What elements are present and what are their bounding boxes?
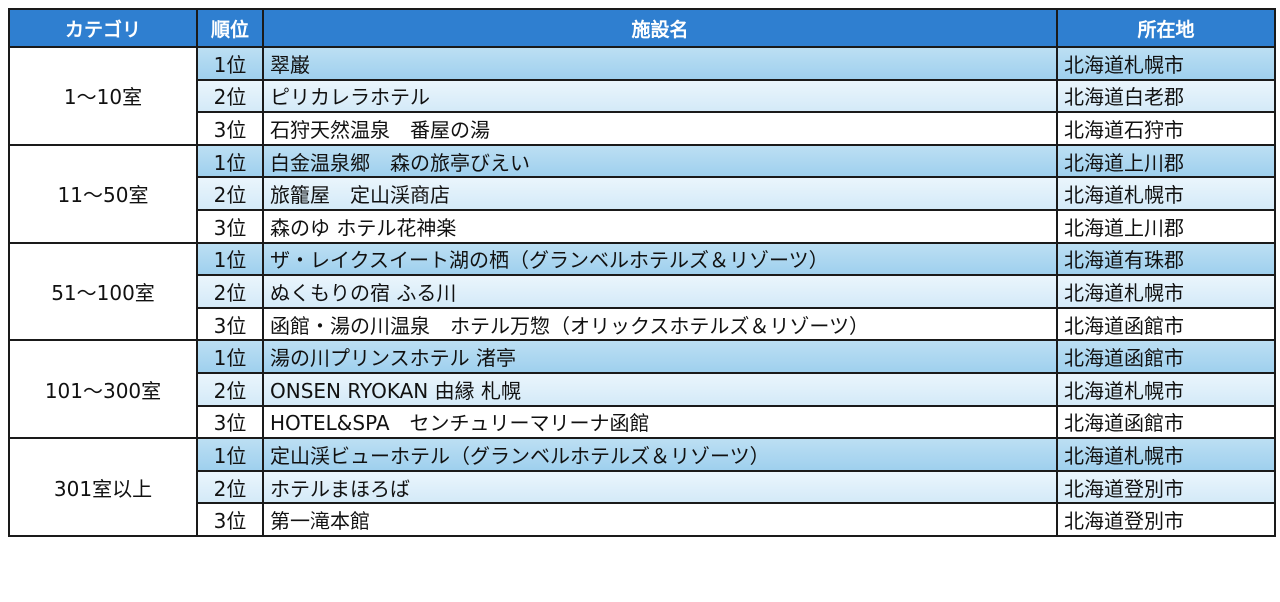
rank-cell: 1位 bbox=[196, 241, 264, 277]
category-cell: 51～100室 bbox=[8, 241, 198, 342]
facility-cell: 森のゆ ホテル花神楽 bbox=[262, 208, 1058, 244]
rank-cell: 2位 bbox=[196, 469, 264, 505]
rank-cell: 1位 bbox=[196, 143, 264, 179]
table-row: 301室以上 1位 定山渓ビューホテル（グランベルホテルズ＆リゾーツ） 北海道札… bbox=[8, 437, 1276, 537]
rank-cell: 2位 bbox=[196, 78, 264, 114]
facility-cell: 翠巌 bbox=[262, 46, 1058, 81]
facility-cell: 湯の川プリンスホテル 渚亭 bbox=[262, 339, 1058, 374]
facility-cell: ぬくもりの宿 ふる川 bbox=[262, 274, 1058, 309]
facility-cell: ホテルまほろば bbox=[262, 469, 1058, 505]
facility-cell: ピリカレラホテル bbox=[262, 78, 1058, 114]
table-row: 2位 ホテルまほろば 北海道登別市 bbox=[9, 469, 1276, 505]
location-cell: 北海道有珠郡 bbox=[1056, 241, 1276, 277]
header-facility: 施設名 bbox=[262, 8, 1058, 48]
location-cell: 北海道札幌市 bbox=[1056, 437, 1276, 472]
rank-cell: 3位 bbox=[196, 306, 264, 342]
facility-cell: 第一滝本館 bbox=[262, 502, 1058, 537]
location-cell: 北海道札幌市 bbox=[1056, 371, 1276, 407]
header-category: カテゴリ bbox=[8, 8, 198, 48]
table-row: 2位 旅籠屋 定山渓商店 北海道札幌市 bbox=[9, 176, 1276, 211]
location-cell: 北海道函館市 bbox=[1056, 339, 1276, 374]
table-row: 51～100室 1位 ザ・レイクスイート湖の栖（グランベルホテルズ＆リゾーツ） … bbox=[8, 241, 1276, 342]
table-row: 3位 森のゆ ホテル花神楽 北海道上川郡 bbox=[9, 208, 1276, 244]
location-cell: 北海道函館市 bbox=[1056, 306, 1276, 342]
header-rank: 順位 bbox=[196, 8, 264, 48]
category-cell: 101～300室 bbox=[8, 339, 198, 440]
location-cell: 北海道登別市 bbox=[1056, 469, 1276, 505]
location-cell: 北海道函館市 bbox=[1056, 404, 1276, 440]
rank-cell: 3位 bbox=[196, 111, 264, 146]
table-row: 2位 ONSEN RYOKAN 由縁 札幌 北海道札幌市 bbox=[9, 371, 1276, 407]
location-cell: 北海道上川郡 bbox=[1056, 143, 1276, 179]
location-cell: 北海道白老郡 bbox=[1056, 78, 1276, 114]
facility-cell: HOTEL&SPA センチュリーマリーナ函館 bbox=[262, 404, 1058, 440]
table-row: 3位 HOTEL&SPA センチュリーマリーナ函館 北海道函館市 bbox=[9, 404, 1276, 440]
ranking-table-container: カテゴリ 順位 施設名 所在地 1～10室 1位 翠巌 北海道札幌市 2位 ピリ… bbox=[8, 8, 1276, 537]
facility-cell: ザ・レイクスイート湖の栖（グランベルホテルズ＆リゾーツ） bbox=[262, 241, 1058, 277]
table-row: 2位 ピリカレラホテル 北海道白老郡 bbox=[9, 78, 1276, 114]
table-row: 3位 石狩天然温泉 番屋の湯 北海道石狩市 bbox=[9, 111, 1276, 146]
facility-cell: 函館・湯の川温泉 ホテル万惣（オリックスホテルズ＆リゾーツ） bbox=[262, 306, 1058, 342]
location-cell: 北海道登別市 bbox=[1056, 502, 1276, 537]
rank-cell: 1位 bbox=[196, 437, 264, 472]
category-cell: 301室以上 bbox=[8, 437, 198, 537]
rank-cell: 1位 bbox=[196, 339, 264, 374]
rank-cell: 3位 bbox=[196, 208, 264, 244]
facility-cell: ONSEN RYOKAN 由縁 札幌 bbox=[262, 371, 1058, 407]
header-row: カテゴリ 順位 施設名 所在地 bbox=[8, 8, 1276, 48]
facility-cell: 定山渓ビューホテル（グランベルホテルズ＆リゾーツ） bbox=[262, 437, 1058, 472]
rank-cell: 3位 bbox=[196, 502, 264, 537]
rank-cell: 3位 bbox=[196, 404, 264, 440]
ranking-table: カテゴリ 順位 施設名 所在地 1～10室 1位 翠巌 北海道札幌市 2位 ピリ… bbox=[8, 8, 1276, 537]
facility-cell: 白金温泉郷 森の旅亭びえい bbox=[262, 143, 1058, 179]
location-cell: 北海道札幌市 bbox=[1056, 176, 1276, 211]
facility-cell: 石狩天然温泉 番屋の湯 bbox=[262, 111, 1058, 146]
location-cell: 北海道札幌市 bbox=[1056, 46, 1276, 81]
location-cell: 北海道石狩市 bbox=[1056, 111, 1276, 146]
location-cell: 北海道札幌市 bbox=[1056, 274, 1276, 309]
table-row: 3位 函館・湯の川温泉 ホテル万惣（オリックスホテルズ＆リゾーツ） 北海道函館市 bbox=[9, 306, 1276, 342]
table-row: 3位 第一滝本館 北海道登別市 bbox=[9, 502, 1276, 537]
rank-cell: 2位 bbox=[196, 371, 264, 407]
category-cell: 1～10室 bbox=[8, 46, 198, 146]
facility-cell: 旅籠屋 定山渓商店 bbox=[262, 176, 1058, 211]
category-cell: 11～50室 bbox=[8, 143, 198, 244]
rank-cell: 1位 bbox=[196, 46, 264, 81]
rank-cell: 2位 bbox=[196, 274, 264, 309]
location-cell: 北海道上川郡 bbox=[1056, 208, 1276, 244]
table-row: 2位 ぬくもりの宿 ふる川 北海道札幌市 bbox=[9, 274, 1276, 309]
rank-cell: 2位 bbox=[196, 176, 264, 211]
table-row: 101～300室 1位 湯の川プリンスホテル 渚亭 北海道函館市 bbox=[8, 339, 1276, 440]
table-row: 11～50室 1位 白金温泉郷 森の旅亭びえい 北海道上川郡 bbox=[8, 143, 1276, 244]
table-row: 1～10室 1位 翠巌 北海道札幌市 bbox=[8, 46, 1276, 146]
header-location: 所在地 bbox=[1056, 8, 1276, 48]
